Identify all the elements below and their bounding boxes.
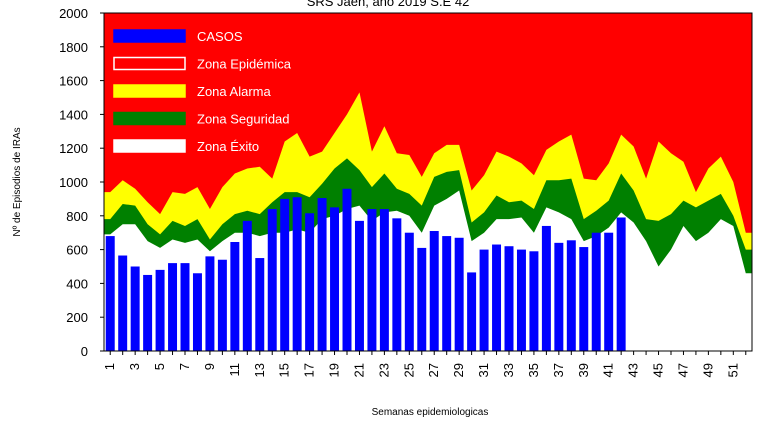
legend-label: CASOS	[197, 29, 243, 44]
casos-bar	[217, 259, 227, 351]
y-tick-label: 1200	[59, 141, 88, 156]
casos-bar	[616, 217, 626, 351]
y-tick-label: 1800	[59, 40, 88, 55]
legend-swatch-zona-exito	[113, 139, 186, 153]
legend-swatch-zona-seguridad	[113, 111, 186, 126]
casos-bar	[591, 232, 601, 351]
x-tick-label: 45	[651, 363, 666, 377]
casos-bar	[516, 249, 526, 351]
casos-bar	[105, 236, 115, 351]
x-tick-label: 9	[202, 363, 217, 370]
casos-bar	[454, 237, 464, 351]
x-tick-label: 51	[725, 363, 740, 377]
x-tick-label: 39	[576, 363, 591, 377]
x-tick-label: 33	[501, 363, 516, 377]
x-tick-label: 35	[526, 363, 541, 377]
x-tick-label: 25	[401, 363, 416, 377]
x-tick-label: 15	[277, 363, 292, 377]
casos-bar	[404, 232, 414, 351]
y-tick-label: 600	[66, 243, 88, 258]
casos-bar	[317, 198, 327, 351]
y-tick-label: 2000	[59, 6, 88, 21]
casos-bar	[554, 242, 564, 351]
x-tick-label: 41	[601, 363, 616, 377]
casos-bar	[143, 274, 153, 351]
casos-bar	[155, 269, 165, 351]
y-tick-label: 0	[81, 344, 88, 359]
x-axis-label: Semanas epidemiologicas	[372, 407, 489, 418]
casos-bar	[280, 198, 290, 351]
casos-bar	[504, 246, 514, 351]
x-tick-label: 21	[351, 363, 366, 377]
x-tick-label: 3	[127, 363, 142, 370]
casos-bar	[467, 272, 477, 351]
casos-bar	[130, 266, 140, 351]
legend-label: Zona Seguridad	[197, 112, 290, 127]
casos-bar	[604, 232, 614, 351]
casos-bar	[354, 220, 364, 351]
zona-exito-area	[104, 190, 752, 351]
y-tick-label: 200	[66, 310, 88, 325]
legend-swatch-zona-epidemica	[113, 56, 186, 71]
y-axis-label: Nº de Episodios de IRAs	[12, 127, 23, 236]
casos-bar	[230, 241, 240, 351]
casos-bar	[118, 255, 128, 351]
chart-title: SRS Jaén, año 2019 S.E 42	[307, 0, 470, 9]
casos-bar	[392, 218, 402, 351]
x-tick-label: 43	[626, 363, 641, 377]
casos-bar	[292, 197, 302, 351]
casos-bar	[192, 273, 202, 351]
x-tick-label: 37	[551, 363, 566, 377]
casos-bar	[267, 209, 277, 351]
x-tick-label: 1	[102, 363, 117, 370]
y-tick-label: 1000	[59, 175, 88, 190]
casos-bar	[330, 207, 340, 351]
y-tick-label: 800	[66, 209, 88, 224]
y-tick-label: 1400	[59, 107, 88, 122]
casos-bar	[479, 249, 489, 351]
x-tick-label: 23	[376, 363, 391, 377]
x-tick-label: 31	[476, 363, 491, 377]
legend: CASOS Zona Epidémica Zona Alarma Zona Segur…	[113, 29, 292, 154]
x-tick-label: 17	[302, 363, 317, 377]
casos-bar	[305, 213, 315, 351]
casos-bar	[180, 263, 190, 351]
casos-bar	[342, 188, 352, 351]
casos-bar	[429, 231, 439, 351]
x-tick-label: 49	[700, 363, 715, 377]
casos-bar	[205, 256, 215, 351]
x-tick-label: 13	[252, 363, 267, 377]
casos-bar	[168, 263, 178, 351]
x-tick-label: 29	[451, 363, 466, 377]
casos-bar	[442, 236, 452, 351]
x-tick-label: 11	[227, 363, 242, 377]
casos-bar	[379, 209, 389, 351]
legend-label: Zona Epidémica	[197, 57, 292, 72]
casos-bar	[541, 225, 551, 351]
x-tick-label: 27	[426, 363, 441, 377]
legend-swatch-zona-alarma	[113, 84, 186, 98]
casos-bar	[417, 247, 427, 351]
legend-swatch-casos	[113, 29, 186, 43]
x-tick-label: 7	[177, 363, 192, 370]
casos-bar	[242, 220, 252, 351]
casos-bar	[255, 258, 265, 351]
x-tick-label: 47	[675, 363, 690, 377]
x-tick-label: 19	[327, 363, 342, 377]
x-tick-label: 5	[152, 363, 167, 370]
casos-bar	[529, 251, 539, 351]
y-tick-label: 400	[66, 276, 88, 291]
casos-bar	[367, 209, 377, 351]
casos-bar	[492, 244, 502, 351]
legend-label: Zona Alarma	[197, 84, 271, 99]
casos-bar	[579, 247, 589, 351]
y-tick-label: 1600	[59, 74, 88, 89]
casos-bar	[566, 240, 576, 351]
legend-label: Zona Éxito	[197, 139, 259, 154]
